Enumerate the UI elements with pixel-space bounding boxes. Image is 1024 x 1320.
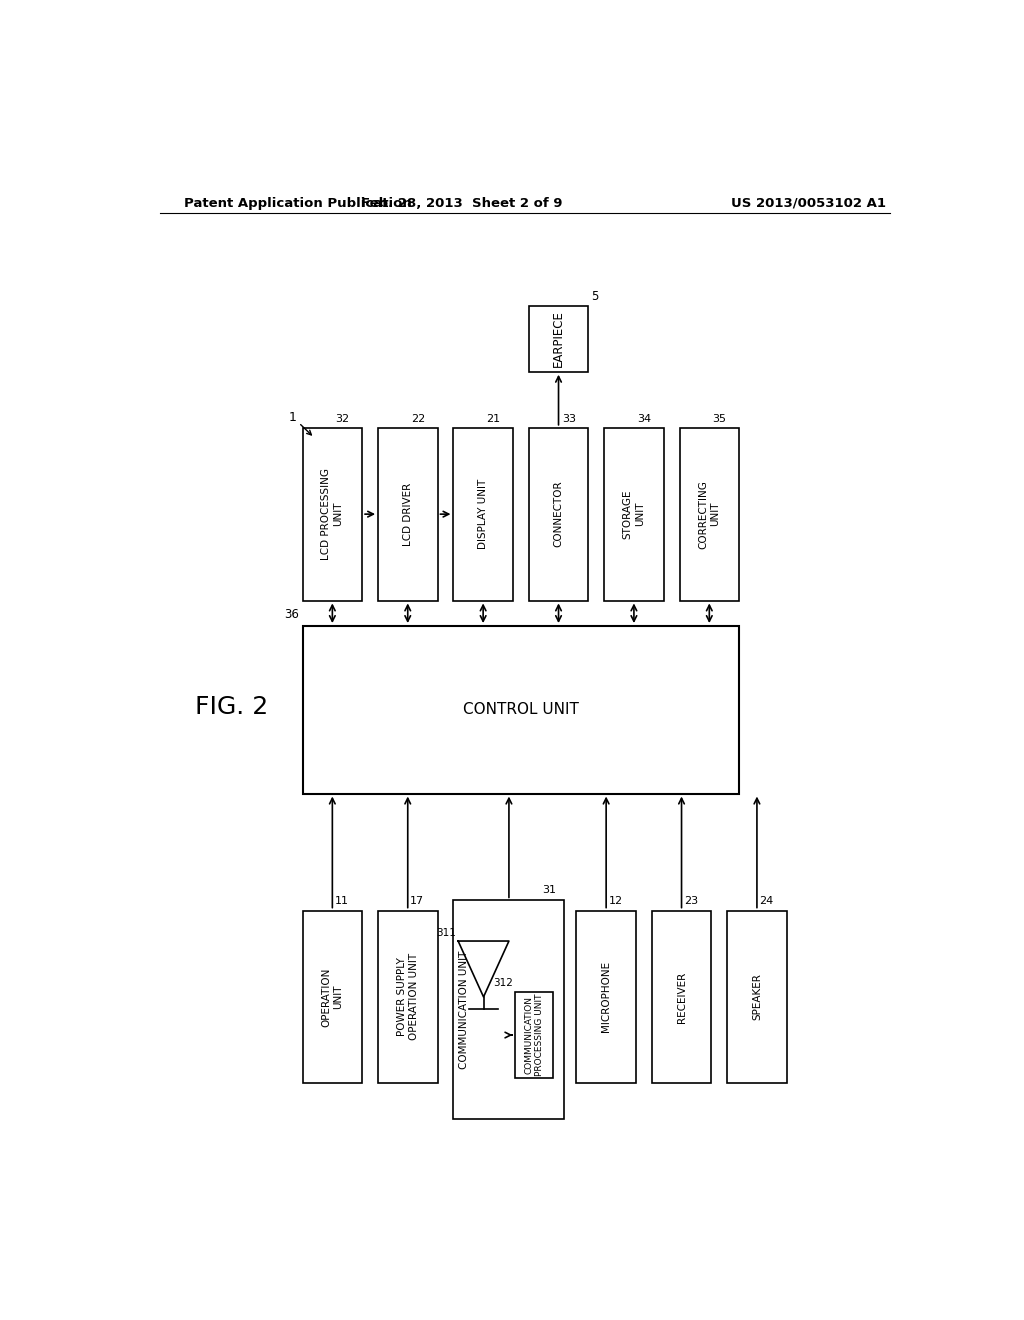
Text: 11: 11 bbox=[335, 896, 349, 907]
Text: 22: 22 bbox=[411, 413, 425, 424]
Bar bbox=[303, 911, 362, 1084]
Text: MICROPHONE: MICROPHONE bbox=[601, 961, 611, 1032]
Text: STORAGE
UNIT: STORAGE UNIT bbox=[623, 490, 645, 539]
Bar bbox=[378, 428, 437, 601]
Text: 1: 1 bbox=[289, 411, 297, 424]
Text: 33: 33 bbox=[562, 413, 575, 424]
Text: EARPIECE: EARPIECE bbox=[552, 310, 565, 367]
Text: 34: 34 bbox=[637, 413, 651, 424]
Text: 31: 31 bbox=[543, 886, 557, 895]
Text: Feb. 28, 2013  Sheet 2 of 9: Feb. 28, 2013 Sheet 2 of 9 bbox=[360, 197, 562, 210]
Bar bbox=[454, 428, 513, 601]
Text: RECEIVER: RECEIVER bbox=[677, 972, 686, 1023]
Text: US 2013/0053102 A1: US 2013/0053102 A1 bbox=[731, 197, 886, 210]
Text: COMMUNICATION
PROCESSING UNIT: COMMUNICATION PROCESSING UNIT bbox=[524, 994, 545, 1076]
Bar bbox=[727, 911, 786, 1084]
Text: Patent Application Publication: Patent Application Publication bbox=[183, 197, 412, 210]
Bar bbox=[378, 911, 437, 1084]
Text: SPEAKER: SPEAKER bbox=[752, 973, 762, 1020]
Text: COMMUNICATION UNIT: COMMUNICATION UNIT bbox=[460, 950, 469, 1069]
Text: 17: 17 bbox=[411, 896, 424, 907]
Text: LCD DRIVER: LCD DRIVER bbox=[402, 483, 413, 545]
Text: CONTROL UNIT: CONTROL UNIT bbox=[463, 702, 579, 717]
Bar bbox=[454, 900, 564, 1119]
Text: 21: 21 bbox=[486, 413, 501, 424]
Text: FIG. 2: FIG. 2 bbox=[196, 696, 268, 719]
Text: 312: 312 bbox=[493, 978, 513, 987]
Text: 12: 12 bbox=[608, 896, 623, 907]
Text: OPERATION
UNIT: OPERATION UNIT bbox=[322, 968, 343, 1027]
Text: 23: 23 bbox=[684, 896, 698, 907]
Text: POWER SUPPLY
OPERATION UNIT: POWER SUPPLY OPERATION UNIT bbox=[396, 953, 419, 1040]
Bar bbox=[303, 428, 362, 601]
Bar bbox=[303, 626, 739, 793]
Text: LCD PROCESSING
UNIT: LCD PROCESSING UNIT bbox=[322, 469, 343, 560]
Bar bbox=[528, 428, 588, 601]
Text: CORRECTING
UNIT: CORRECTING UNIT bbox=[698, 479, 721, 549]
Bar bbox=[528, 306, 588, 372]
Bar bbox=[515, 991, 553, 1078]
Bar bbox=[680, 428, 739, 601]
Text: 32: 32 bbox=[336, 413, 349, 424]
Text: 311: 311 bbox=[436, 928, 456, 939]
Text: CONNECTOR: CONNECTOR bbox=[554, 480, 563, 548]
Bar bbox=[604, 428, 664, 601]
Bar bbox=[652, 911, 712, 1084]
Text: 35: 35 bbox=[713, 413, 726, 424]
Text: DISPLAY UNIT: DISPLAY UNIT bbox=[478, 479, 488, 549]
Bar bbox=[577, 911, 636, 1084]
Text: 36: 36 bbox=[284, 609, 299, 620]
Text: 24: 24 bbox=[760, 896, 773, 907]
Text: 5: 5 bbox=[591, 289, 598, 302]
